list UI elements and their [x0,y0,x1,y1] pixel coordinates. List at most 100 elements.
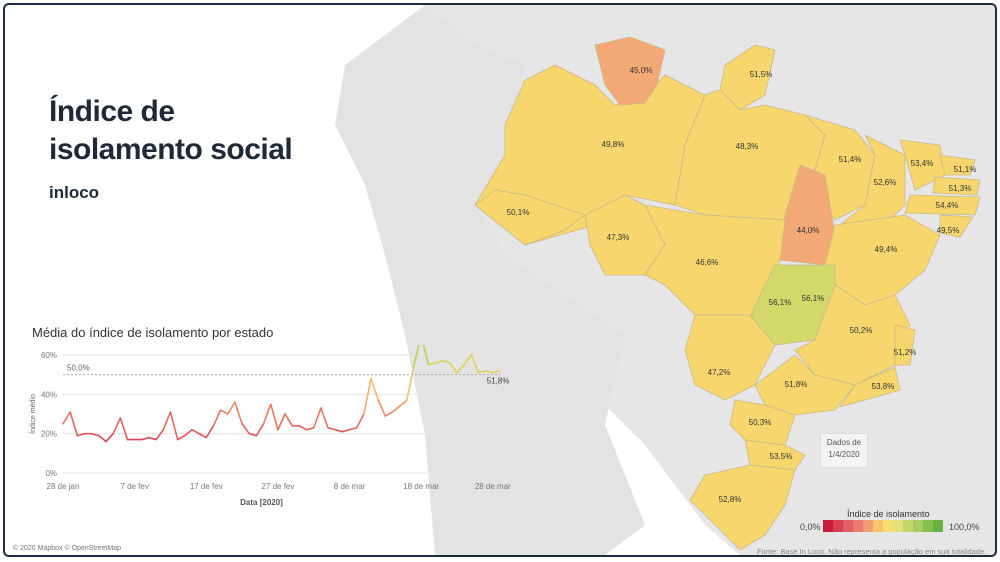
legend-swatch [843,520,853,532]
legend-swatch [903,520,913,532]
series-segment [363,377,372,415]
state-PB[interactable] [932,176,981,196]
legend-swatch [913,520,923,532]
series-segment [98,434,107,443]
map-label-ap: 51,5% [750,70,773,79]
title-line-1: Índice de [49,95,175,128]
legend-swatch [833,520,843,532]
series-segment [334,428,344,433]
series-segment [449,362,458,374]
series-segment [441,360,451,364]
series-segment [427,362,437,366]
series-segment [370,377,380,402]
state-RN[interactable] [939,154,976,176]
map-label-go: 56,1% [769,298,792,307]
state-AL[interactable] [939,214,974,238]
dashboard-frame: 45,0% 51,5% 49,8% 48,3% 51,4% 53,4% 51,1… [3,3,997,557]
state-RS[interactable] [689,464,796,551]
x-axis-title: Data [2020] [240,498,283,507]
map-label-ms: 47,2% [708,368,731,377]
series-segment [212,409,222,427]
series-segment [255,423,265,437]
legend-color-scale [823,520,943,532]
legend-swatch [883,520,893,532]
series-segment [492,369,501,374]
state-GO[interactable] [744,264,836,346]
map-label-pr: 50,3% [749,418,772,427]
series-segment [269,403,279,431]
y-tick-label: 60% [41,351,57,360]
series-segment [422,345,430,366]
map-label-ac: 50,1% [507,208,530,217]
map-label-rr: 45,0% [630,66,653,75]
series-segment [176,434,186,441]
map-label-ro: 47,3% [607,233,630,242]
state-PE[interactable] [904,194,981,216]
x-tick-label: 28 de mar [475,482,511,491]
state-SC[interactable] [744,439,806,471]
series-segment [377,399,387,417]
series-segment [463,354,473,366]
map-label-sp: 51,8% [785,380,808,389]
y-tick-label: 40% [41,390,57,399]
isolation-line-chart[interactable]: 0% 20% 40% 60% 28 de jan 7 de fev 17 de fev 27 … [25,345,515,515]
legend-min-label: 0,0% [800,522,821,532]
map-label-es: 51,2% [894,348,917,357]
series-segment [198,432,208,439]
x-tick-label: 27 de fev [261,482,294,491]
series-segment [141,436,150,441]
map-attribution[interactable]: © 2020 Mapbox © OpenStreetMap [13,545,121,552]
callout-line-2: 1/4/2020 [828,450,860,459]
map-label-to: 44,0% [797,226,820,235]
series-segment [148,436,157,441]
series-segment [470,354,480,374]
state-RJ[interactable] [839,366,901,408]
legend-swatch [853,520,863,532]
reference-line-label: 50,0% [67,364,90,373]
series-segment [169,411,179,441]
map-label-rj: 53,8% [872,382,895,391]
series-segment [69,411,79,437]
series-segment [284,413,294,427]
series-segment [320,407,329,429]
series-segment [262,403,272,425]
series-segment [226,401,236,415]
series-segment [341,428,351,433]
x-tick-label: 17 de fev [190,482,223,491]
brazil-map[interactable]: 45,0% 51,5% 49,8% 48,3% 51,4% 53,4% 51,1… [5,5,995,555]
state-CE[interactable] [899,139,946,191]
series-segment [384,411,394,417]
map-label-mt: 46,6% [696,258,719,267]
map-label-df: 56,1% [802,294,825,303]
series-segment [434,360,444,364]
date-callout: Dados de 1/4/2020 [820,433,868,468]
series-segment [155,428,165,441]
state-RR[interactable] [594,36,666,106]
series-segment [277,413,286,431]
y-axis-title: Índice médio [28,394,37,434]
map-label-ce: 53,4% [911,159,934,168]
series-segment [248,432,258,437]
series-segment [391,405,401,413]
map-label-pb: 51,3% [949,184,972,193]
series-segment [484,369,494,374]
map-label-sc: 53,5% [770,452,793,461]
series-segment [191,428,200,435]
legend-swatch [823,520,833,532]
map-label-rs: 52,8% [719,495,742,504]
south-america-west [335,5,645,555]
map-label-mg: 50,2% [850,326,873,335]
map-label-ma: 51,4% [839,155,862,164]
state-ES[interactable] [894,324,916,366]
series-segment [348,426,358,431]
series-segment [327,426,337,431]
series-segment [413,345,420,366]
series-segment [62,411,71,425]
chart-title: Média do índice de isolamento por estado [32,325,274,340]
legend-max-label: 100,0% [949,522,980,532]
state-MS[interactable] [684,314,776,401]
state-MG[interactable] [794,284,911,386]
series-segment [183,428,193,437]
legend-swatch [873,520,883,532]
series-segment [219,409,229,415]
